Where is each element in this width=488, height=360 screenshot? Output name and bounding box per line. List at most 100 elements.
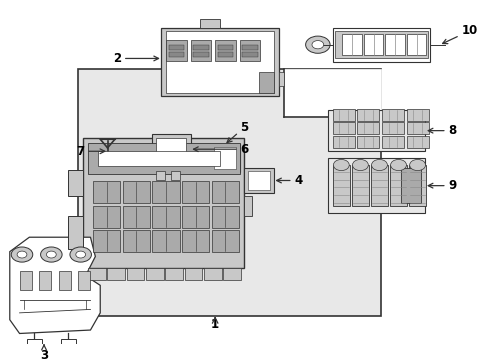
Text: 6: 6 [193,143,248,156]
Bar [193,45,208,50]
Bar [20,271,32,290]
Bar [182,206,209,228]
Text: 5: 5 [226,121,248,143]
Bar [356,122,379,134]
Bar [332,109,354,121]
Bar [151,134,190,172]
Text: 9: 9 [427,179,455,192]
Text: 2: 2 [113,52,158,65]
Circle shape [46,251,56,258]
Bar [184,268,202,280]
Bar [406,136,428,148]
Bar [406,109,428,121]
Bar [356,109,379,121]
Bar [248,171,269,190]
Bar [381,122,403,134]
Text: 3: 3 [40,345,48,360]
Bar [334,31,427,58]
Polygon shape [10,237,100,333]
Bar [193,52,208,57]
Circle shape [17,251,27,258]
Circle shape [333,159,348,171]
Bar [242,45,257,50]
Bar [342,34,361,55]
Bar [166,31,273,93]
Bar [61,339,76,347]
Circle shape [311,41,323,49]
Bar [210,144,239,172]
Bar [83,138,244,268]
Bar [156,138,185,162]
Bar [406,122,428,134]
Text: 10: 10 [442,24,477,44]
Bar [122,181,150,203]
Bar [211,206,239,228]
Bar [152,230,179,252]
Bar [78,69,381,316]
Bar [223,268,241,280]
Bar [327,158,425,213]
Bar [107,268,125,280]
Bar [182,230,209,252]
Text: 4: 4 [276,174,302,187]
Bar [88,143,239,174]
Bar [332,165,349,206]
Bar [370,165,387,206]
Bar [165,268,183,280]
Circle shape [41,247,62,262]
Bar [283,69,381,117]
Bar [406,34,426,55]
Bar [93,206,120,228]
Bar [93,181,120,203]
Bar [68,170,83,196]
Bar [259,72,273,93]
Bar [332,136,354,148]
Bar [408,165,426,206]
Bar [211,230,239,252]
Bar [381,109,403,121]
Bar [39,271,51,290]
Bar [389,165,407,206]
Bar [145,268,163,280]
Bar [363,34,383,55]
Bar [161,27,278,96]
Bar [152,206,179,228]
Bar [166,40,186,60]
Bar [168,45,184,50]
Bar [332,27,429,62]
Circle shape [390,159,406,171]
Bar [215,40,235,60]
Text: 1: 1 [211,318,219,332]
Bar [400,168,420,203]
Bar [203,268,221,280]
Circle shape [371,159,386,171]
Bar [239,40,260,60]
Bar [122,206,150,228]
Bar [152,181,179,203]
Bar [88,268,105,280]
Bar [68,216,83,248]
Circle shape [76,251,85,258]
Bar [168,52,184,57]
Text: 7: 7 [77,145,104,158]
Bar [59,271,71,290]
Bar [182,181,209,203]
Bar [217,45,233,50]
Bar [211,181,239,203]
Circle shape [409,159,425,171]
Text: 8: 8 [427,124,455,137]
Bar [244,196,251,216]
Bar [381,136,403,148]
Bar [190,40,211,60]
Bar [122,230,150,252]
Circle shape [70,247,91,262]
Circle shape [11,247,33,262]
Bar [93,230,120,252]
Bar [351,165,368,206]
Bar [278,72,283,86]
Bar [171,171,180,180]
Bar [214,147,235,169]
Bar [78,271,90,290]
Circle shape [352,159,367,171]
Bar [385,34,404,55]
